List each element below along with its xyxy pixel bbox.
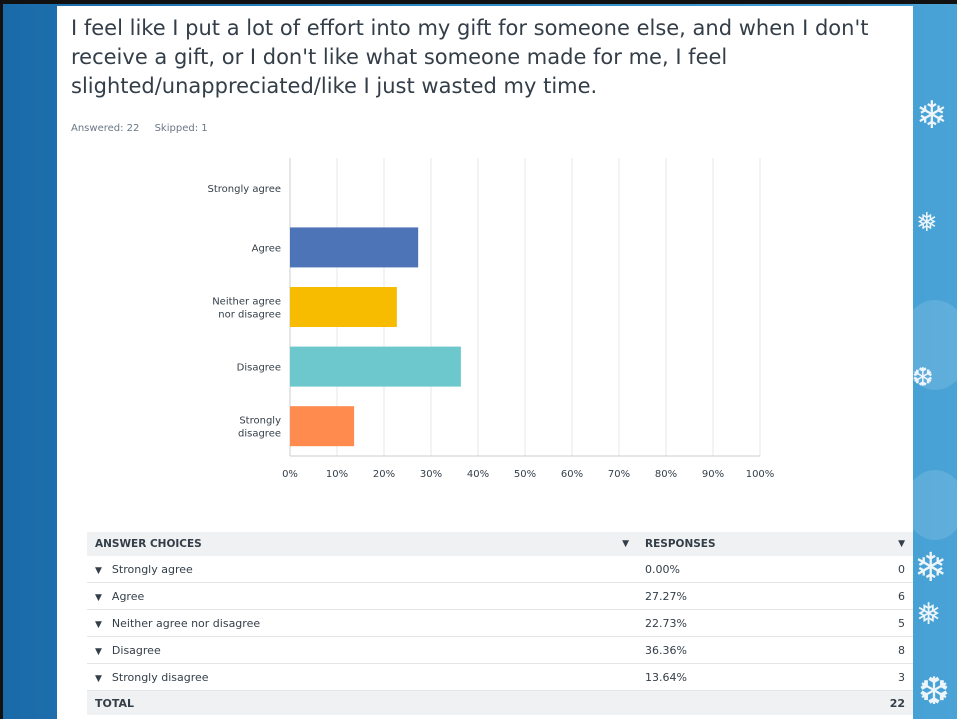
x-tick-label: 80% (655, 469, 677, 480)
x-tick-label: 90% (702, 469, 724, 480)
survey-result-card: I feel like I put a lot of effort into m… (57, 6, 913, 719)
category-label: Agree (252, 243, 281, 254)
x-tick-label: 10% (326, 469, 348, 480)
x-tick-label: 40% (467, 469, 489, 480)
choice-cell[interactable]: ▼ Strongly agree (87, 556, 637, 583)
total-row: TOTAL 22 (87, 690, 913, 715)
total-label: TOTAL (87, 690, 637, 715)
response-percent: 22.73% (637, 609, 817, 637)
snowflake-icon: ❄ (916, 93, 948, 137)
x-tick-label: 0% (282, 469, 298, 480)
response-count: 0 (816, 556, 913, 583)
choice-label: Strongly agree (111, 562, 193, 576)
total-value: 22 (816, 690, 913, 715)
x-tick-label: 100% (746, 469, 775, 480)
choice-label: Neither agree nor disagree (111, 616, 261, 630)
x-tick-label: 20% (373, 469, 395, 480)
expand-caret-icon[interactable]: ▼ (95, 565, 102, 576)
bar (290, 406, 355, 447)
category-label: Neither agree (212, 297, 281, 308)
expand-caret-icon[interactable]: ▼ (95, 592, 102, 603)
total-spacer (637, 690, 817, 715)
category-label: nor disagree (218, 310, 281, 321)
response-percent: 13.64% (637, 663, 817, 691)
choice-label: Agree (111, 589, 145, 603)
bar-chart: 0% 10% 20% 30% 40% 50% 60% 70% 80% 90% 100% Strongl… (207, 158, 775, 480)
bar (290, 227, 419, 268)
question-title: I feel like I put a lot of effort into m… (71, 16, 869, 98)
response-count: 5 (816, 609, 913, 637)
snowflake-icon: ❆ (918, 669, 950, 713)
table-row: ▼ Agree 27.27% 6 (87, 582, 913, 610)
answer-choices-header[interactable]: ANSWER CHOICES ▼ (87, 532, 637, 556)
choice-cell[interactable]: ▼ Disagree (87, 636, 637, 664)
answered-count: Answered: 22 (71, 123, 140, 134)
table-row: ▼ Disagree 36.36% 8 (87, 636, 913, 664)
x-tick-label: 50% (514, 469, 536, 480)
response-count: 3 (816, 663, 913, 691)
choice-label: Disagree (111, 643, 161, 657)
response-count: 6 (816, 582, 913, 610)
window-frame-left (0, 0, 3, 719)
category-label: disagree (238, 429, 281, 440)
answer-choices-header-label: ANSWER CHOICES (95, 538, 202, 550)
x-tick-label: 60% (561, 469, 583, 480)
response-percent: 0.00% (637, 556, 817, 583)
expand-caret-icon[interactable]: ▼ (95, 619, 102, 630)
table-header-row: ANSWER CHOICES ▼ RESPONSES ▼ (87, 532, 913, 556)
snowflake-icon: ❄ (914, 545, 948, 591)
table-row: ▼ Neither agree nor disagree 22.73% 5 (87, 609, 913, 637)
category-label: Strongly (239, 416, 281, 427)
choice-cell[interactable]: ▼ Agree (87, 582, 637, 610)
responses-header-label: RESPONSES (645, 538, 716, 550)
expand-caret-icon[interactable]: ▼ (95, 646, 102, 657)
answer-choices-table: ANSWER CHOICES ▼ RESPONSES ▼ ▼ Strongly a… (87, 532, 913, 715)
snowflake-icon: ❅ (916, 597, 942, 632)
snowflake-icon: ❅ (916, 208, 938, 238)
sort-caret-icon[interactable]: ▼ (898, 539, 905, 549)
table-row: ▼ Strongly disagree 13.64% 3 (87, 663, 913, 691)
response-percent: 36.36% (637, 636, 817, 664)
choice-cell[interactable]: ▼ Strongly disagree (87, 663, 637, 691)
window-frame-top (0, 0, 957, 4)
response-count: 8 (816, 636, 913, 664)
table-row: ▼ Strongly agree 0.00% 0 (87, 556, 913, 583)
background-orb (905, 470, 957, 540)
expand-caret-icon[interactable]: ▼ (95, 673, 102, 684)
x-tick-label: 70% (608, 469, 630, 480)
category-label: Disagree (237, 363, 281, 374)
x-tick-label: 30% (420, 469, 442, 480)
bar (290, 287, 397, 327)
response-percent: 27.27% (637, 582, 817, 610)
choice-label: Strongly disagree (111, 670, 209, 684)
skipped-count: Skipped: 1 (154, 123, 208, 134)
snowflake-icon: ❆ (912, 363, 934, 393)
bar (290, 346, 461, 387)
responses-header[interactable]: RESPONSES ▼ (637, 532, 913, 556)
response-stats: Answered: 22 Skipped: 1 (71, 123, 220, 134)
choice-cell[interactable]: ▼ Neither agree nor disagree (87, 609, 637, 637)
category-label: Strongly agree (207, 184, 281, 195)
sort-caret-icon[interactable]: ▼ (622, 539, 629, 549)
